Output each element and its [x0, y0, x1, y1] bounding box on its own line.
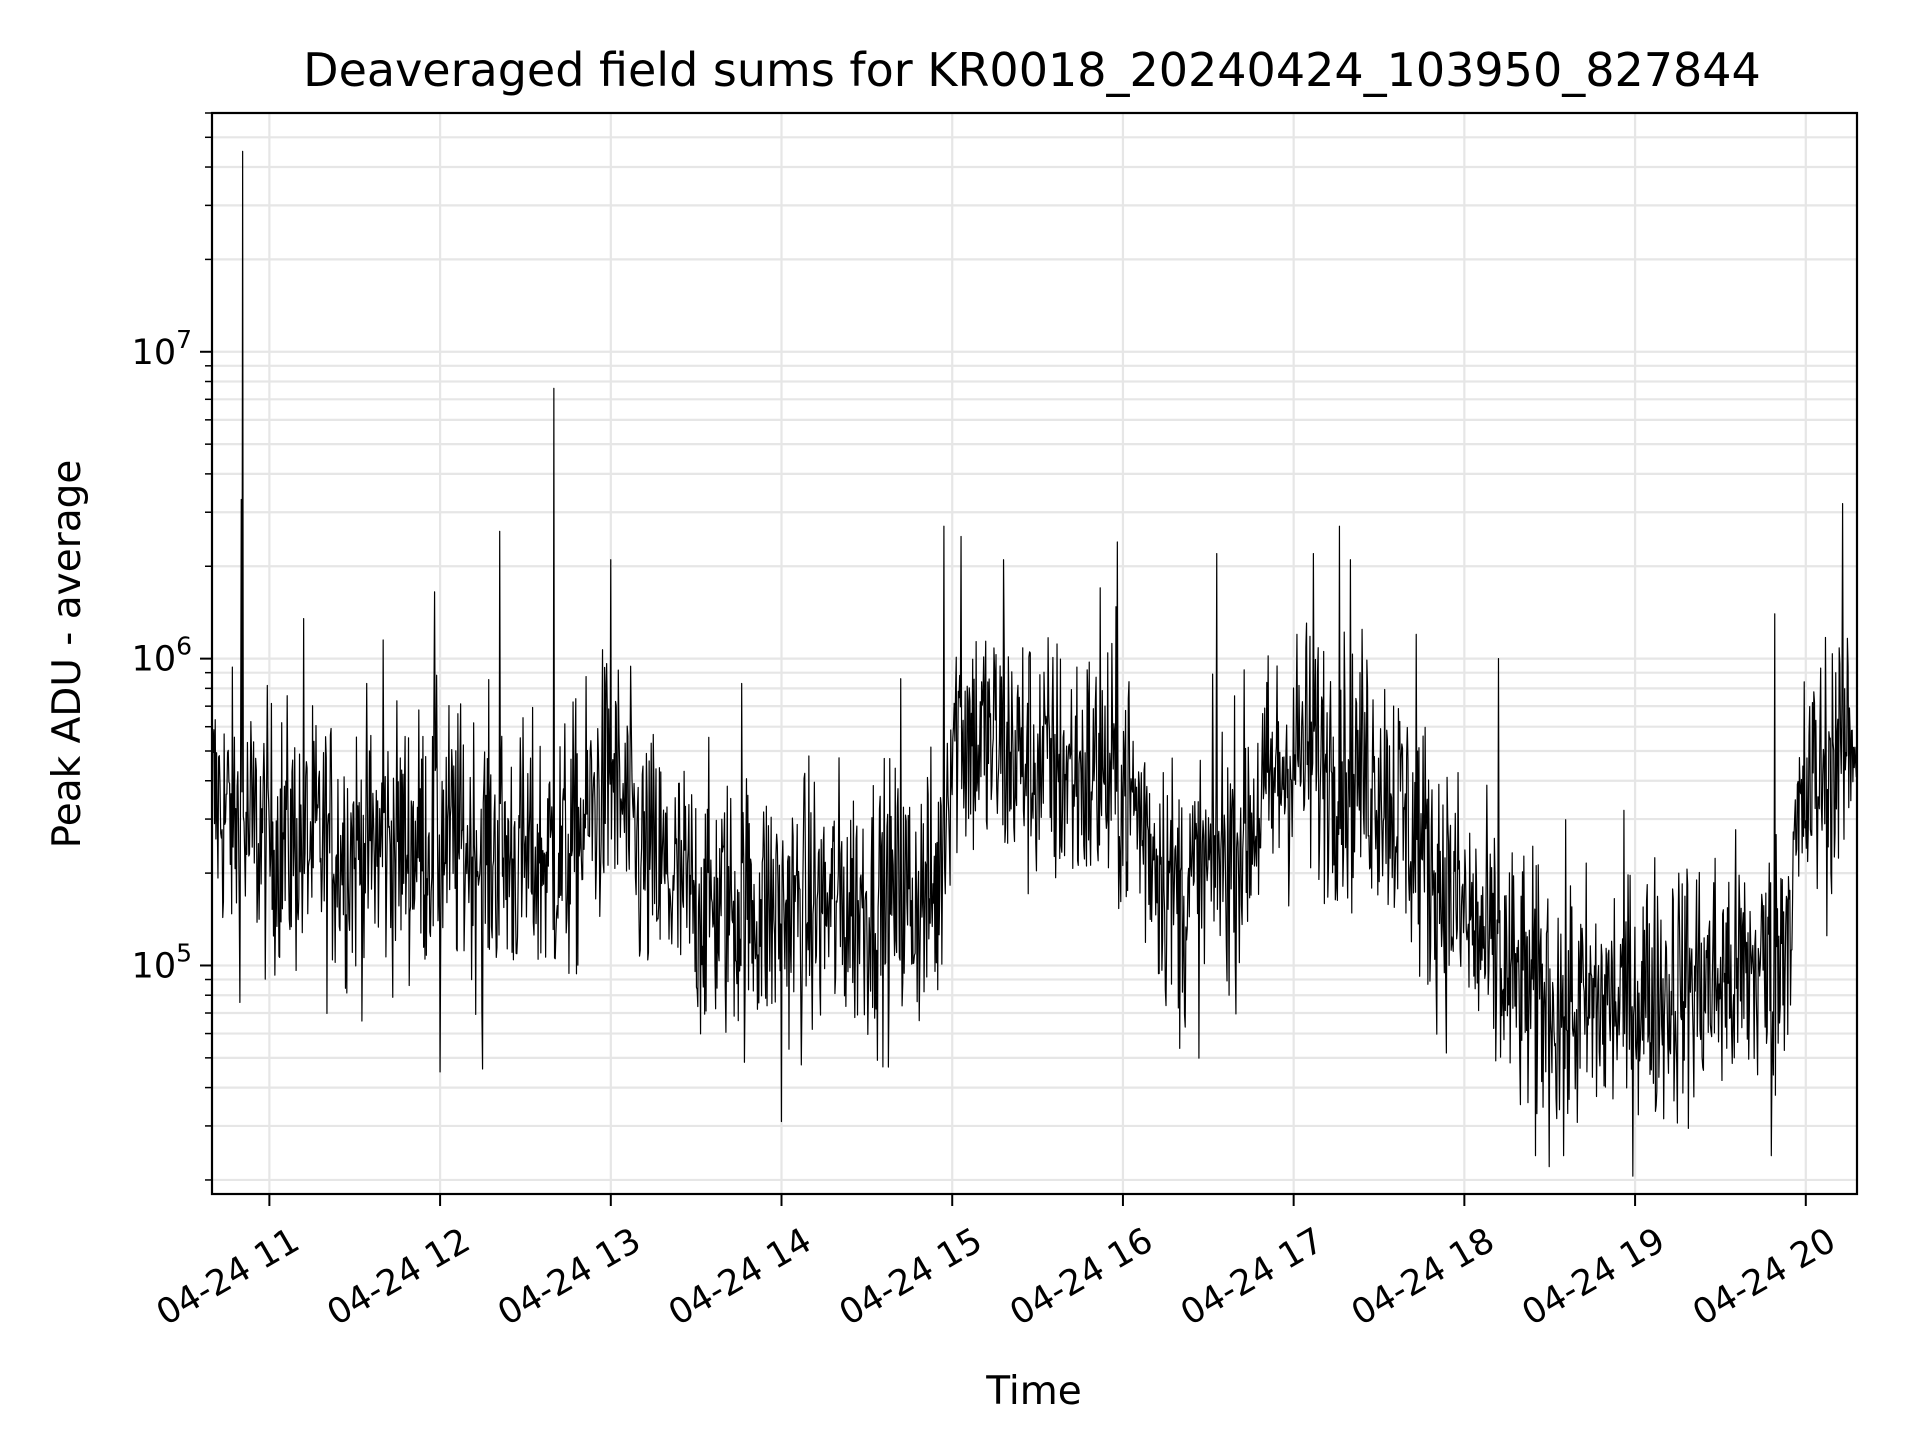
x-axis-title: Time — [985, 1369, 1081, 1414]
chart-title: Deaveraged field sums for KR0018_2024042… — [303, 43, 1761, 97]
plot-frame — [210, 111, 1859, 1196]
y-axis-ticks: 105 106 107 — [132, 112, 212, 1181]
series-line-group — [212, 150, 1857, 1177]
y-axis-title: Peak ADU - average — [45, 460, 90, 849]
y-tick-label: 105 — [132, 938, 192, 986]
series-line — [212, 150, 1857, 1177]
y-tick-label: 107 — [132, 325, 192, 373]
y-tick-label: 106 — [132, 632, 192, 680]
